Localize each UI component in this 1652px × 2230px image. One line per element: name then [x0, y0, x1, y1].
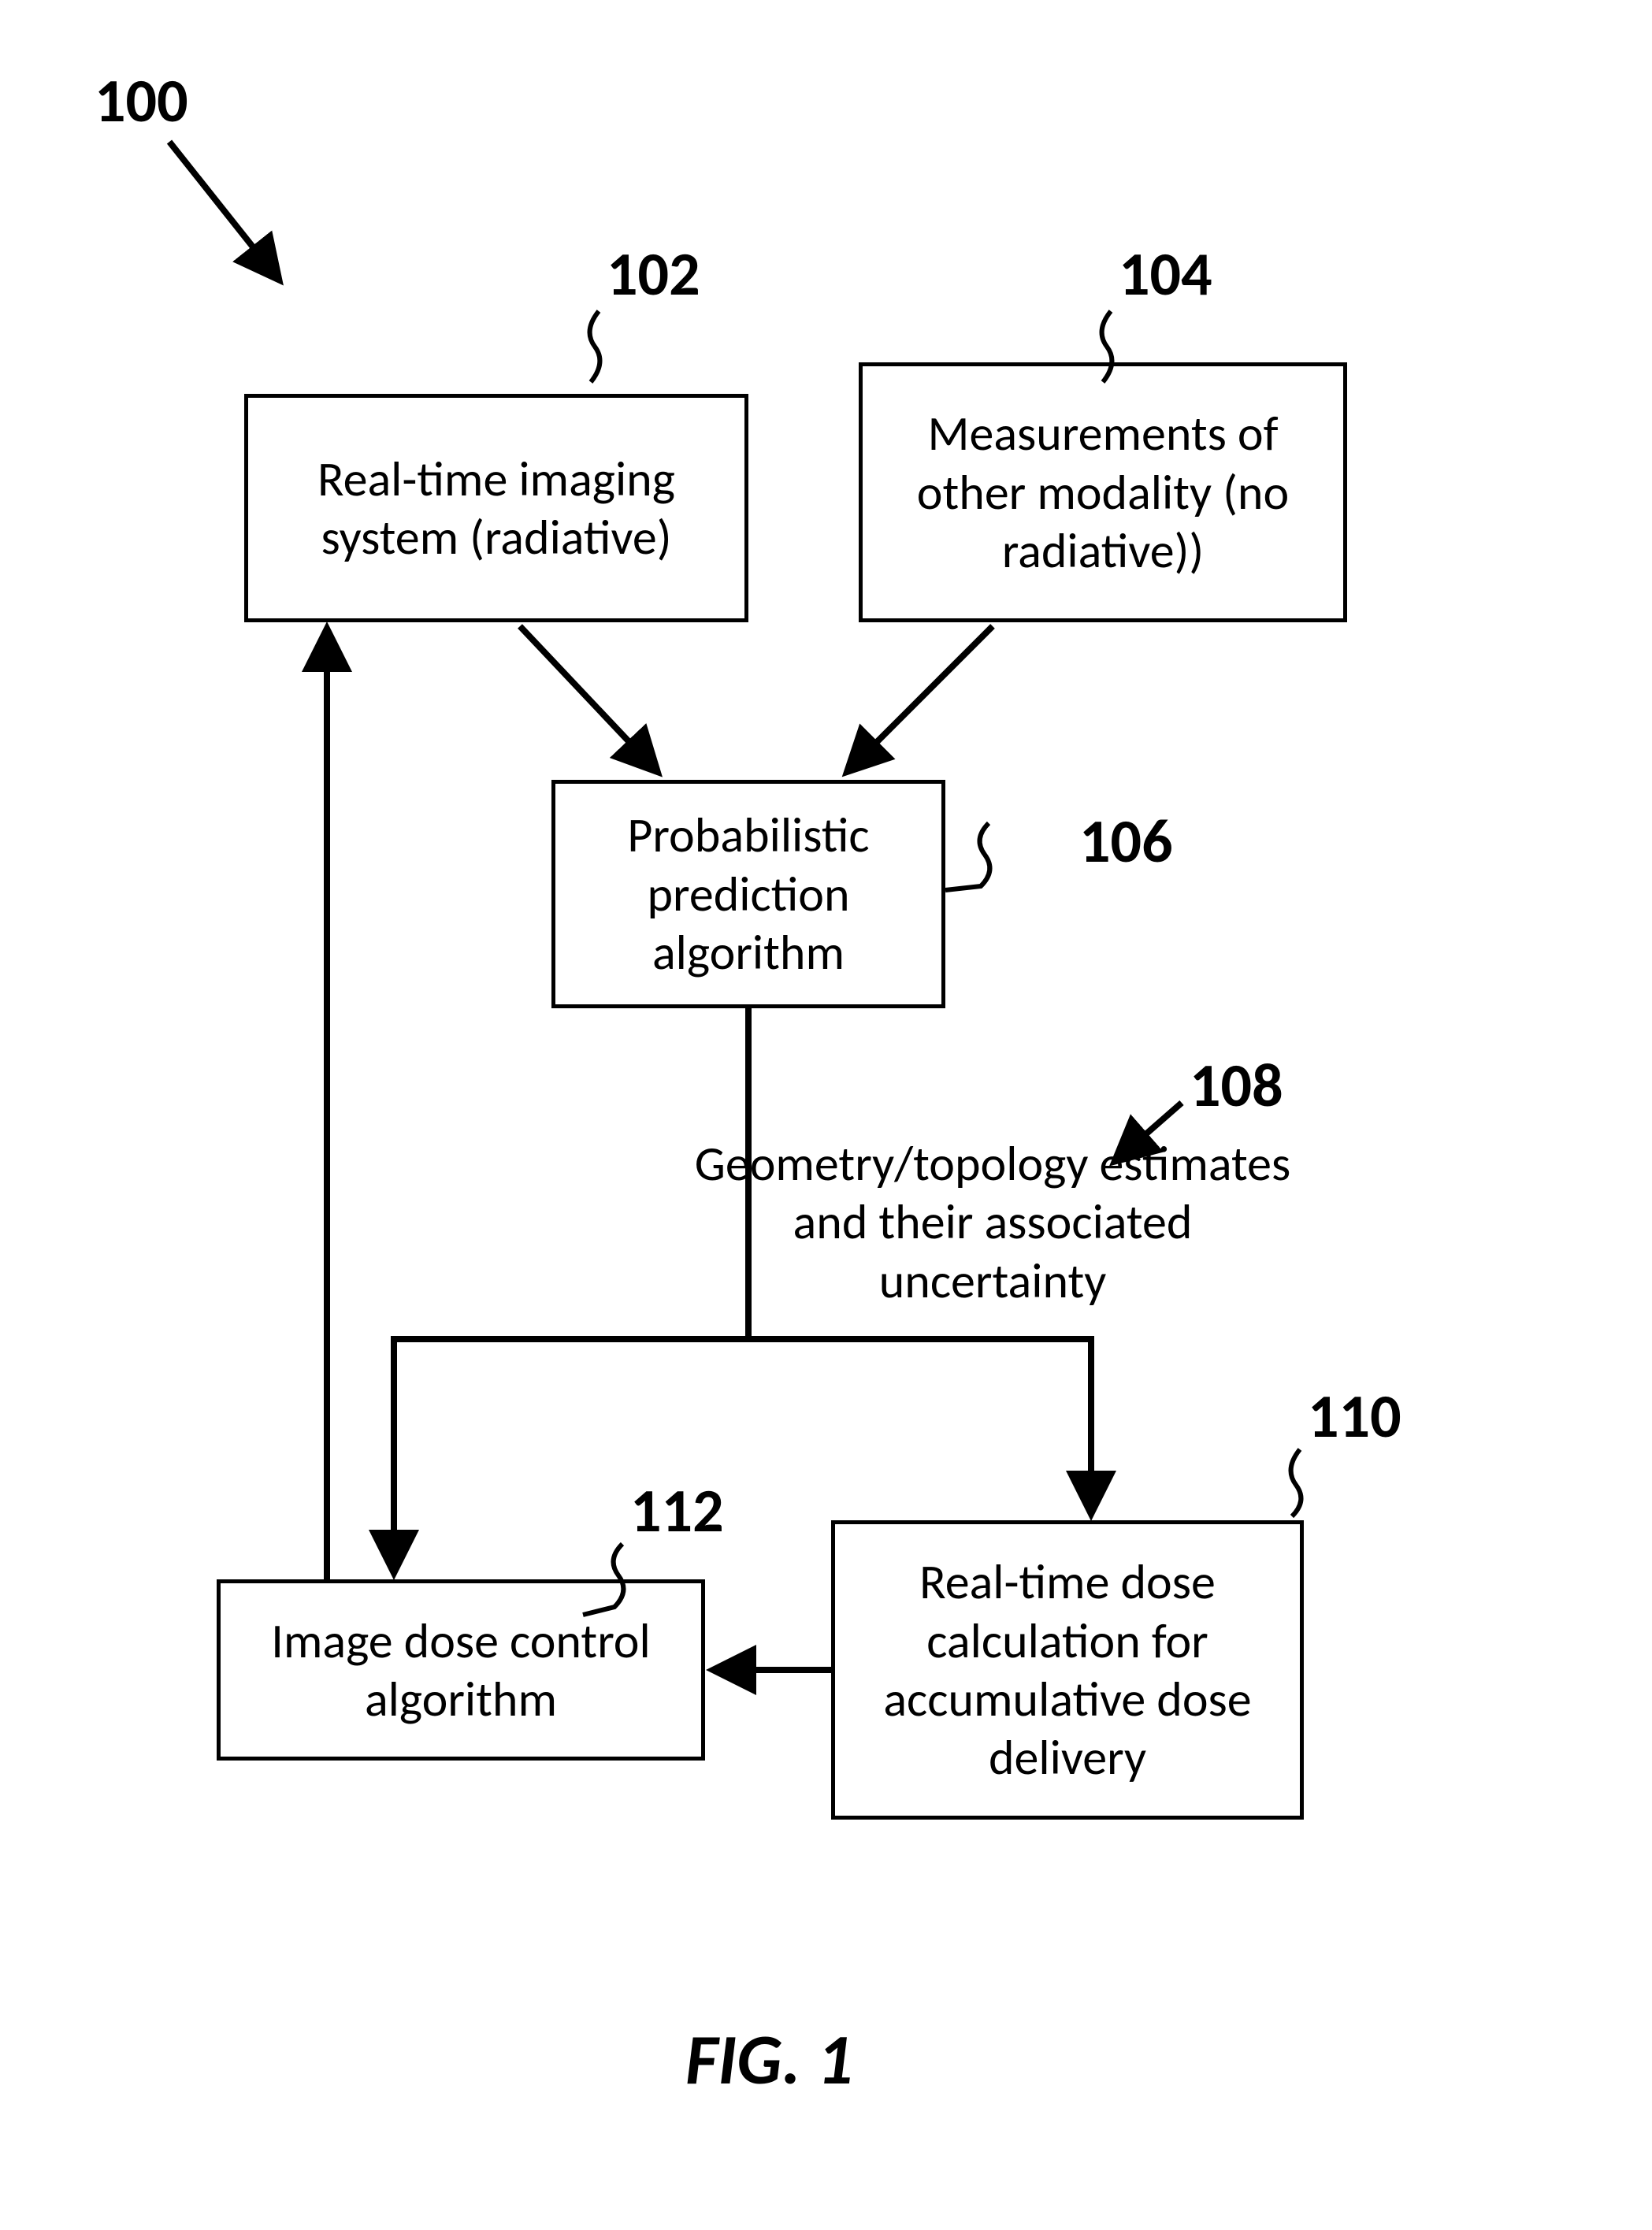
text-108: Geometry/topology estimates and their as… — [685, 1134, 1300, 1310]
label-108: 108 — [1190, 1048, 1283, 1122]
label-106: 106 — [1079, 803, 1173, 878]
box-110: Real-time dose calculation for accumulat… — [831, 1520, 1304, 1820]
figure-caption: FIG. 1 — [685, 2017, 853, 2103]
box-102: Real-time imaging system (radiative) — [244, 394, 748, 622]
label-102: 102 — [607, 236, 700, 311]
box-104: Measurements of other modality (no radia… — [859, 362, 1347, 622]
box-102-text: Real-time imaging system (radiative) — [264, 450, 729, 567]
box-112-text: Image dose control algorithm — [236, 1612, 685, 1729]
diagram-arrows — [0, 0, 1652, 2230]
label-100: 100 — [95, 63, 188, 138]
label-110: 110 — [1308, 1378, 1401, 1453]
box-110-text: Real-time dose calculation for accumulat… — [851, 1553, 1284, 1787]
box-112: Image dose control algorithm — [217, 1579, 705, 1761]
box-104-text: Measurements of other modality (no radia… — [878, 404, 1327, 580]
box-106-text: Probabilistic prediction algorithm — [571, 806, 926, 981]
label-104: 104 — [1119, 236, 1212, 311]
box-106: Probabilistic prediction algorithm — [551, 780, 945, 1008]
label-112: 112 — [630, 1473, 724, 1548]
